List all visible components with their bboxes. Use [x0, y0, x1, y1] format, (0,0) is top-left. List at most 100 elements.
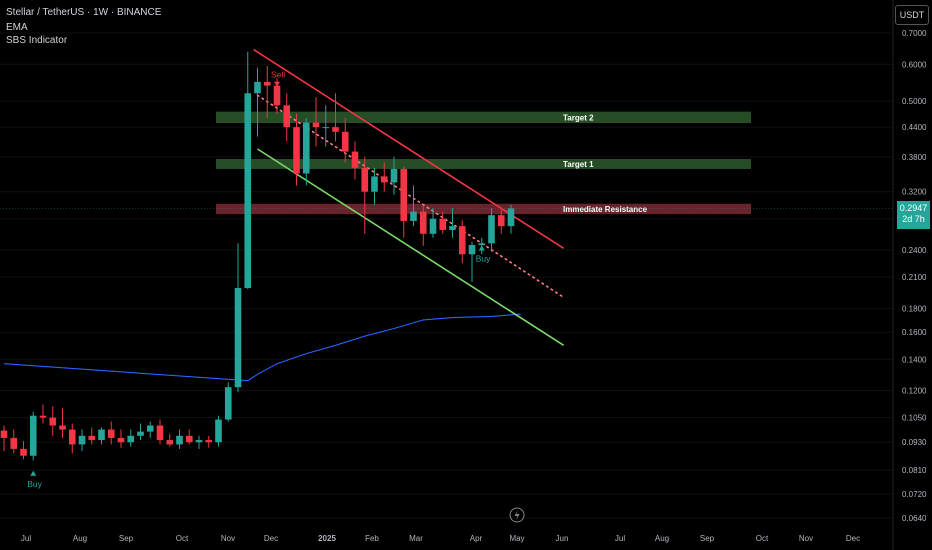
x-tick-label: May: [509, 534, 524, 543]
candle-body: [341, 131, 349, 152]
candle-body: [20, 448, 27, 456]
candle-body: [497, 215, 505, 227]
candle-body: [263, 81, 271, 86]
sell-signal-label: Sell: [271, 70, 285, 80]
zone-label: Target 1: [563, 160, 594, 169]
buy-signal-label: Buy: [476, 254, 491, 264]
y-tick-label: 0.0930: [902, 438, 927, 447]
y-tick-label: 0.6000: [902, 60, 927, 69]
candle-body: [429, 218, 437, 234]
candle-body: [146, 425, 154, 432]
ema-indicator-label[interactable]: EMA: [6, 22, 28, 33]
candle-body: [224, 387, 232, 420]
x-tick-label: Nov: [799, 534, 813, 543]
candle-body: [88, 435, 96, 441]
currency-button[interactable]: USDT: [895, 5, 929, 25]
candle-body: [29, 415, 37, 456]
candle-body: [215, 419, 222, 443]
zone-label: Target 2: [563, 113, 594, 122]
candle-body: [283, 105, 291, 128]
x-tick-label: Aug: [73, 534, 87, 543]
current-price-badge: 0.2947 2d 7h: [897, 201, 930, 229]
candle-body: [68, 429, 76, 445]
candle-body: [127, 435, 135, 443]
candle-body: [322, 127, 330, 129]
current-price-value: 0.2947: [899, 203, 928, 213]
candle-body: [410, 211, 417, 221]
candle-body: [419, 211, 427, 234]
candle-body: [205, 440, 213, 443]
candle-body: [273, 85, 281, 106]
candle-body: [234, 288, 242, 388]
y-tick-label: 0.3800: [902, 153, 927, 162]
candle-body: [302, 122, 310, 174]
candle-body: [39, 415, 47, 418]
buy-signal-arrow: [478, 245, 485, 251]
ema-line: [3, 313, 521, 382]
candle-body: [380, 176, 388, 183]
candle-body: [49, 417, 57, 426]
candle-body: [176, 435, 183, 445]
candle-body: [107, 429, 115, 438]
y-tick-label: 0.3200: [902, 188, 927, 197]
y-tick-label: 0.0720: [902, 490, 927, 499]
zone-label: Immediate Resistance: [563, 205, 648, 214]
candle-body: [59, 425, 66, 430]
y-tick-label: 0.1050: [902, 414, 927, 423]
candle-body: [10, 437, 18, 449]
y-tick-label: 0.1400: [902, 355, 927, 364]
candle-body: [478, 243, 486, 246]
x-tick-label: Oct: [176, 534, 189, 543]
candle-body: [195, 440, 203, 443]
trendline-support: [257, 148, 565, 346]
x-tick-label: Oct: [756, 534, 769, 543]
x-tick-label: Mar: [409, 534, 423, 543]
bar-countdown: 2d 7h: [902, 214, 925, 224]
candle-body: [488, 215, 495, 244]
candle-body: [400, 168, 408, 221]
x-tick-label: Apr: [470, 534, 483, 543]
candle-body: [254, 81, 261, 94]
x-tick-label: Dec: [846, 534, 860, 543]
candle-body: [78, 435, 86, 445]
candle-body: [0, 430, 8, 438]
buy-signal-arrow: [30, 470, 37, 476]
lightning-icon[interactable]: [509, 507, 525, 523]
sbs-indicator-label[interactable]: SBS Indicator: [6, 35, 68, 46]
y-tick-label: 0.2400: [902, 246, 927, 255]
sell-signal-arrow: [274, 81, 280, 87]
chart-title: Stellar / TetherUS · 1W · BINANCE: [6, 7, 162, 18]
candle-body: [293, 127, 300, 174]
buy-signal-label: Buy: [27, 479, 42, 489]
y-tick-label: 0.1200: [902, 387, 927, 396]
x-tick-label: Aug: [655, 534, 669, 543]
candle-body: [117, 437, 125, 443]
x-tick-label: Sep: [119, 534, 134, 543]
y-tick-label: 0.7000: [902, 29, 927, 38]
y-tick-label: 0.1600: [902, 328, 927, 337]
candle-body: [98, 429, 105, 441]
x-tick-label: Sep: [700, 534, 715, 543]
zone-target-1: [216, 159, 751, 169]
zone-immediate-resistance: [216, 203, 751, 215]
candle-body: [507, 208, 515, 227]
y-tick-label: 0.0640: [902, 514, 927, 523]
zone-target-2: [216, 111, 751, 124]
candle-body: [166, 440, 174, 445]
candle-body: [458, 226, 466, 255]
y-tick-label: 0.5000: [902, 97, 927, 106]
y-tick-label: 0.0810: [902, 466, 927, 475]
candle-body: [312, 122, 320, 128]
candle-body: [351, 151, 359, 168]
candle-body: [371, 176, 378, 192]
x-tick-label: Jun: [556, 534, 569, 543]
x-tick-label: Jul: [615, 534, 625, 543]
candle-body: [468, 245, 476, 255]
candle-body: [390, 168, 398, 183]
candle-body: [185, 435, 193, 443]
y-tick-label: 0.1800: [902, 304, 927, 313]
x-tick-label: Dec: [264, 534, 278, 543]
x-tick-label: 2025: [318, 534, 336, 543]
candle-body: [449, 226, 456, 230]
